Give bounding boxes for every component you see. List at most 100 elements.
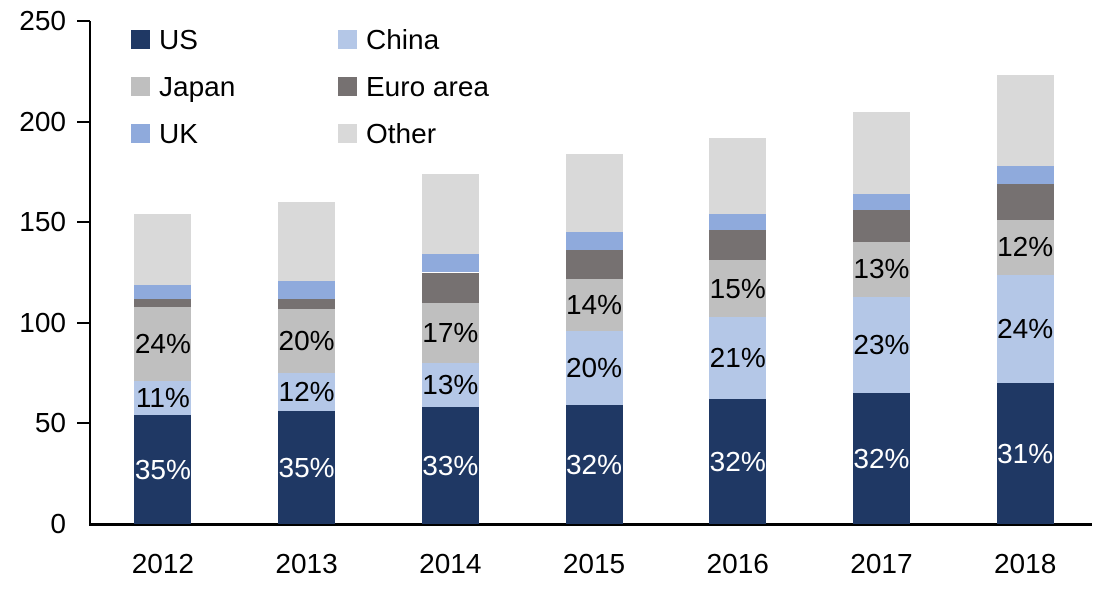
data-label-us-2012: 35%: [134, 453, 191, 485]
bar-segment-other-2013: [278, 202, 336, 281]
data-label-japan-2017: 13%: [853, 253, 910, 285]
x-axis-tick-label: 2017: [850, 548, 913, 579]
legend-item-us: US: [131, 23, 338, 55]
data-label-china-2015: 20%: [565, 352, 623, 384]
y-axis-tick-label: 250: [19, 5, 66, 36]
y-axis-tick-mark: [77, 120, 90, 123]
legend-label: UK: [159, 117, 198, 149]
y-axis-tick-mark: [77, 221, 90, 224]
y-axis-tick-mark: [77, 321, 90, 324]
bar-segment-other-2016: [709, 137, 767, 215]
bar-segment-euro-area-2017: [852, 210, 910, 243]
x-axis-tick-label: 2012: [131, 548, 194, 579]
legend-swatch-icon: [338, 77, 357, 96]
data-label-japan-2018: 12%: [997, 231, 1054, 263]
bar-segment-euro-area-2013: [278, 298, 336, 309]
x-axis-tick-label: 2016: [706, 548, 769, 579]
bar-segment-other-2017: [852, 111, 910, 195]
data-label-china-2018: 24%: [997, 312, 1054, 344]
legend-swatch-icon: [338, 30, 357, 49]
bar-segment-china-2017: [852, 296, 910, 394]
bar-segment-us-2017: [852, 393, 910, 524]
data-label-china-2013: 12%: [278, 376, 335, 408]
legend-label: Japan: [159, 70, 236, 102]
data-label-us-2016: 32%: [709, 445, 766, 477]
bar-segment-euro-area-2015: [565, 250, 623, 279]
bar-segment-other-2018: [996, 75, 1054, 166]
x-axis-tick-label: 2014: [419, 548, 482, 579]
legend-label: Euro area: [366, 70, 489, 102]
y-axis-tick-label: 150: [19, 206, 66, 238]
bar-segment-other-2012: [134, 214, 192, 285]
legend-item-china: China: [338, 23, 489, 55]
data-label-us-2013: 35%: [278, 451, 335, 483]
bar-segment-us-2016: [709, 399, 767, 524]
bar-segment-uk-2015: [565, 232, 623, 251]
data-label-japan-2012: 24%: [134, 327, 191, 359]
legend-label: US: [159, 23, 198, 55]
data-label-us-2014: 33%: [422, 449, 479, 481]
bar-segment-china-2015: [565, 330, 623, 406]
legend-swatch-icon: [131, 124, 150, 143]
bar-segment-euro-area-2016: [709, 230, 767, 261]
bar-segment-us-2018: [996, 383, 1054, 524]
bar-segment-china-2013: [278, 373, 336, 412]
bar-segment-china-2018: [996, 274, 1054, 384]
data-label-china-2014: 13%: [422, 369, 479, 401]
bar-segment-us-2013: [278, 411, 336, 524]
bar-segment-uk-2013: [278, 280, 336, 299]
data-label-us-2017: 32%: [853, 442, 910, 474]
y-axis-tick-label: 200: [19, 105, 66, 137]
x-axis-tick-label: 2018: [993, 548, 1057, 579]
bar-segment-uk-2018: [996, 165, 1054, 184]
y-axis-tick-label: 50: [34, 407, 66, 439]
bar-segment-japan-2018: [996, 220, 1054, 275]
data-label-china-2012: 11%: [135, 382, 190, 414]
legend-item-japan: Japan: [131, 70, 338, 102]
x-axis-tick-label: 2015: [562, 548, 626, 579]
bar-segment-japan-2014: [421, 302, 479, 364]
y-axis-tick-label: 100: [19, 306, 66, 338]
data-label-japan-2013: 20%: [278, 324, 335, 356]
bar-segment-japan-2017: [852, 242, 910, 297]
legend-item-euro-area: Euro area: [338, 70, 489, 102]
bar-segment-japan-2016: [709, 260, 767, 317]
bar-segment-japan-2013: [278, 308, 336, 374]
bar-segment-us-2012: [134, 415, 192, 524]
data-label-japan-2014: 17%: [422, 316, 479, 348]
bar-segment-us-2014: [421, 407, 479, 524]
bar-segment-uk-2017: [852, 194, 910, 211]
data-label-japan-2016: 15%: [709, 272, 766, 304]
legend-item-uk: UK: [131, 117, 338, 149]
bar-segment-other-2015: [565, 153, 623, 233]
y-axis-line: [89, 21, 91, 526]
legend-label: Other: [366, 117, 437, 149]
bar-segment-japan-2012: [134, 306, 192, 382]
bar-segment-euro-area-2018: [996, 183, 1054, 221]
bar-segment-uk-2014: [421, 254, 479, 273]
data-label-china-2017: 23%: [853, 328, 910, 360]
data-label-china-2016: 21%: [709, 342, 766, 373]
legend-swatch-icon: [338, 124, 357, 143]
legend-label: China: [366, 23, 440, 55]
bar-segment-china-2012: [134, 381, 192, 416]
x-axis-tick-label: 2013: [275, 548, 338, 579]
bar-segment-china-2014: [421, 363, 479, 408]
data-label-japan-2015: 14%: [565, 288, 623, 320]
x-axis-line: [89, 523, 1092, 526]
y-axis-tick-mark: [77, 422, 90, 425]
y-axis-tick-mark: [77, 20, 90, 22]
y-axis-tick-label: 0: [50, 508, 66, 539]
bar-segment-japan-2015: [565, 278, 623, 331]
legend-swatch-icon: [131, 30, 150, 49]
bar-segment-other-2014: [421, 173, 479, 255]
legend-swatch-icon: [131, 77, 150, 96]
bar-segment-uk-2016: [709, 214, 767, 231]
bar-segment-china-2016: [709, 316, 767, 400]
legend: US China Japan Euro area UK Other: [131, 23, 489, 149]
bar-segment-uk-2012: [134, 284, 192, 299]
bar-segment-us-2015: [565, 405, 623, 524]
bar-segment-euro-area-2014: [421, 272, 479, 303]
data-label-us-2018: 31%: [997, 437, 1054, 469]
